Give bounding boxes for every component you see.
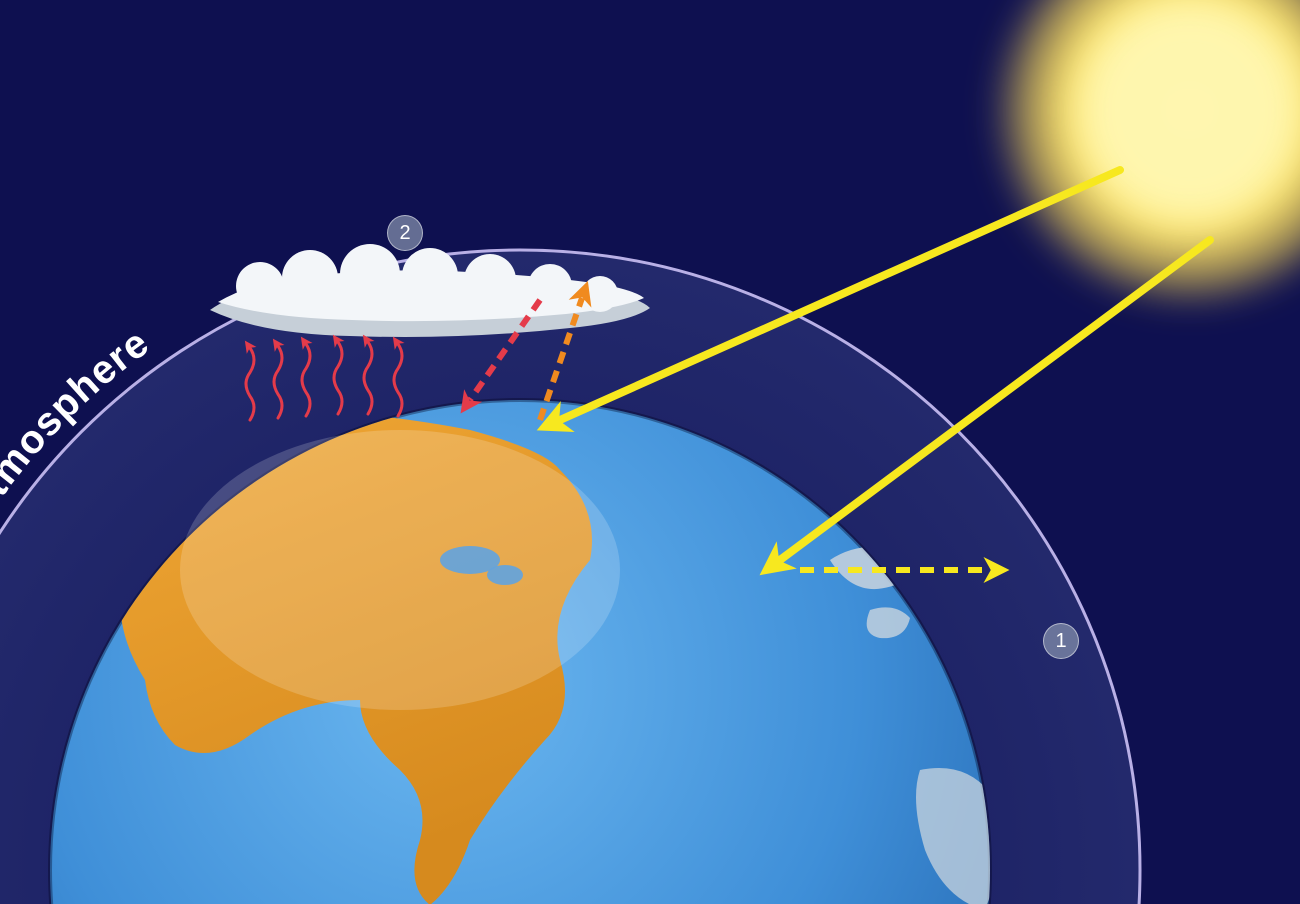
badge-1: 1 xyxy=(1043,623,1079,659)
earth-highlight xyxy=(180,430,620,710)
diagram-svg: Atmosphere xyxy=(0,0,1300,904)
badge-2: 2 xyxy=(387,215,423,251)
badge-1-text: 1 xyxy=(1055,630,1066,653)
sun-core xyxy=(1080,0,1300,220)
greenhouse-diagram: Atmosphere 1 2 xyxy=(0,0,1300,904)
badge-2-text: 2 xyxy=(399,222,410,245)
